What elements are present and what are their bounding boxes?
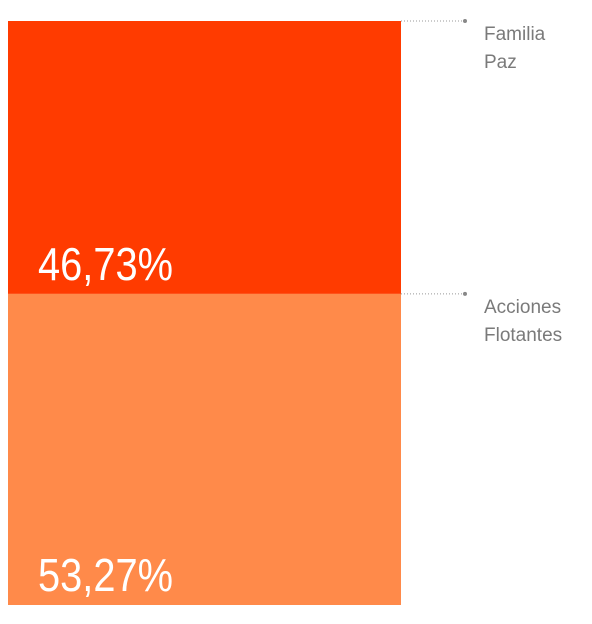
leader-dot (463, 19, 467, 23)
bar-segment (8, 21, 401, 294)
legend-label: Familia Paz (484, 24, 546, 73)
leader-dot (463, 291, 467, 296)
legend-label: Acciones Flotantes (484, 296, 563, 346)
bar-segment (8, 293, 401, 605)
value-label: 46,73% (38, 238, 173, 290)
value-label: 53,27% (38, 549, 173, 601)
